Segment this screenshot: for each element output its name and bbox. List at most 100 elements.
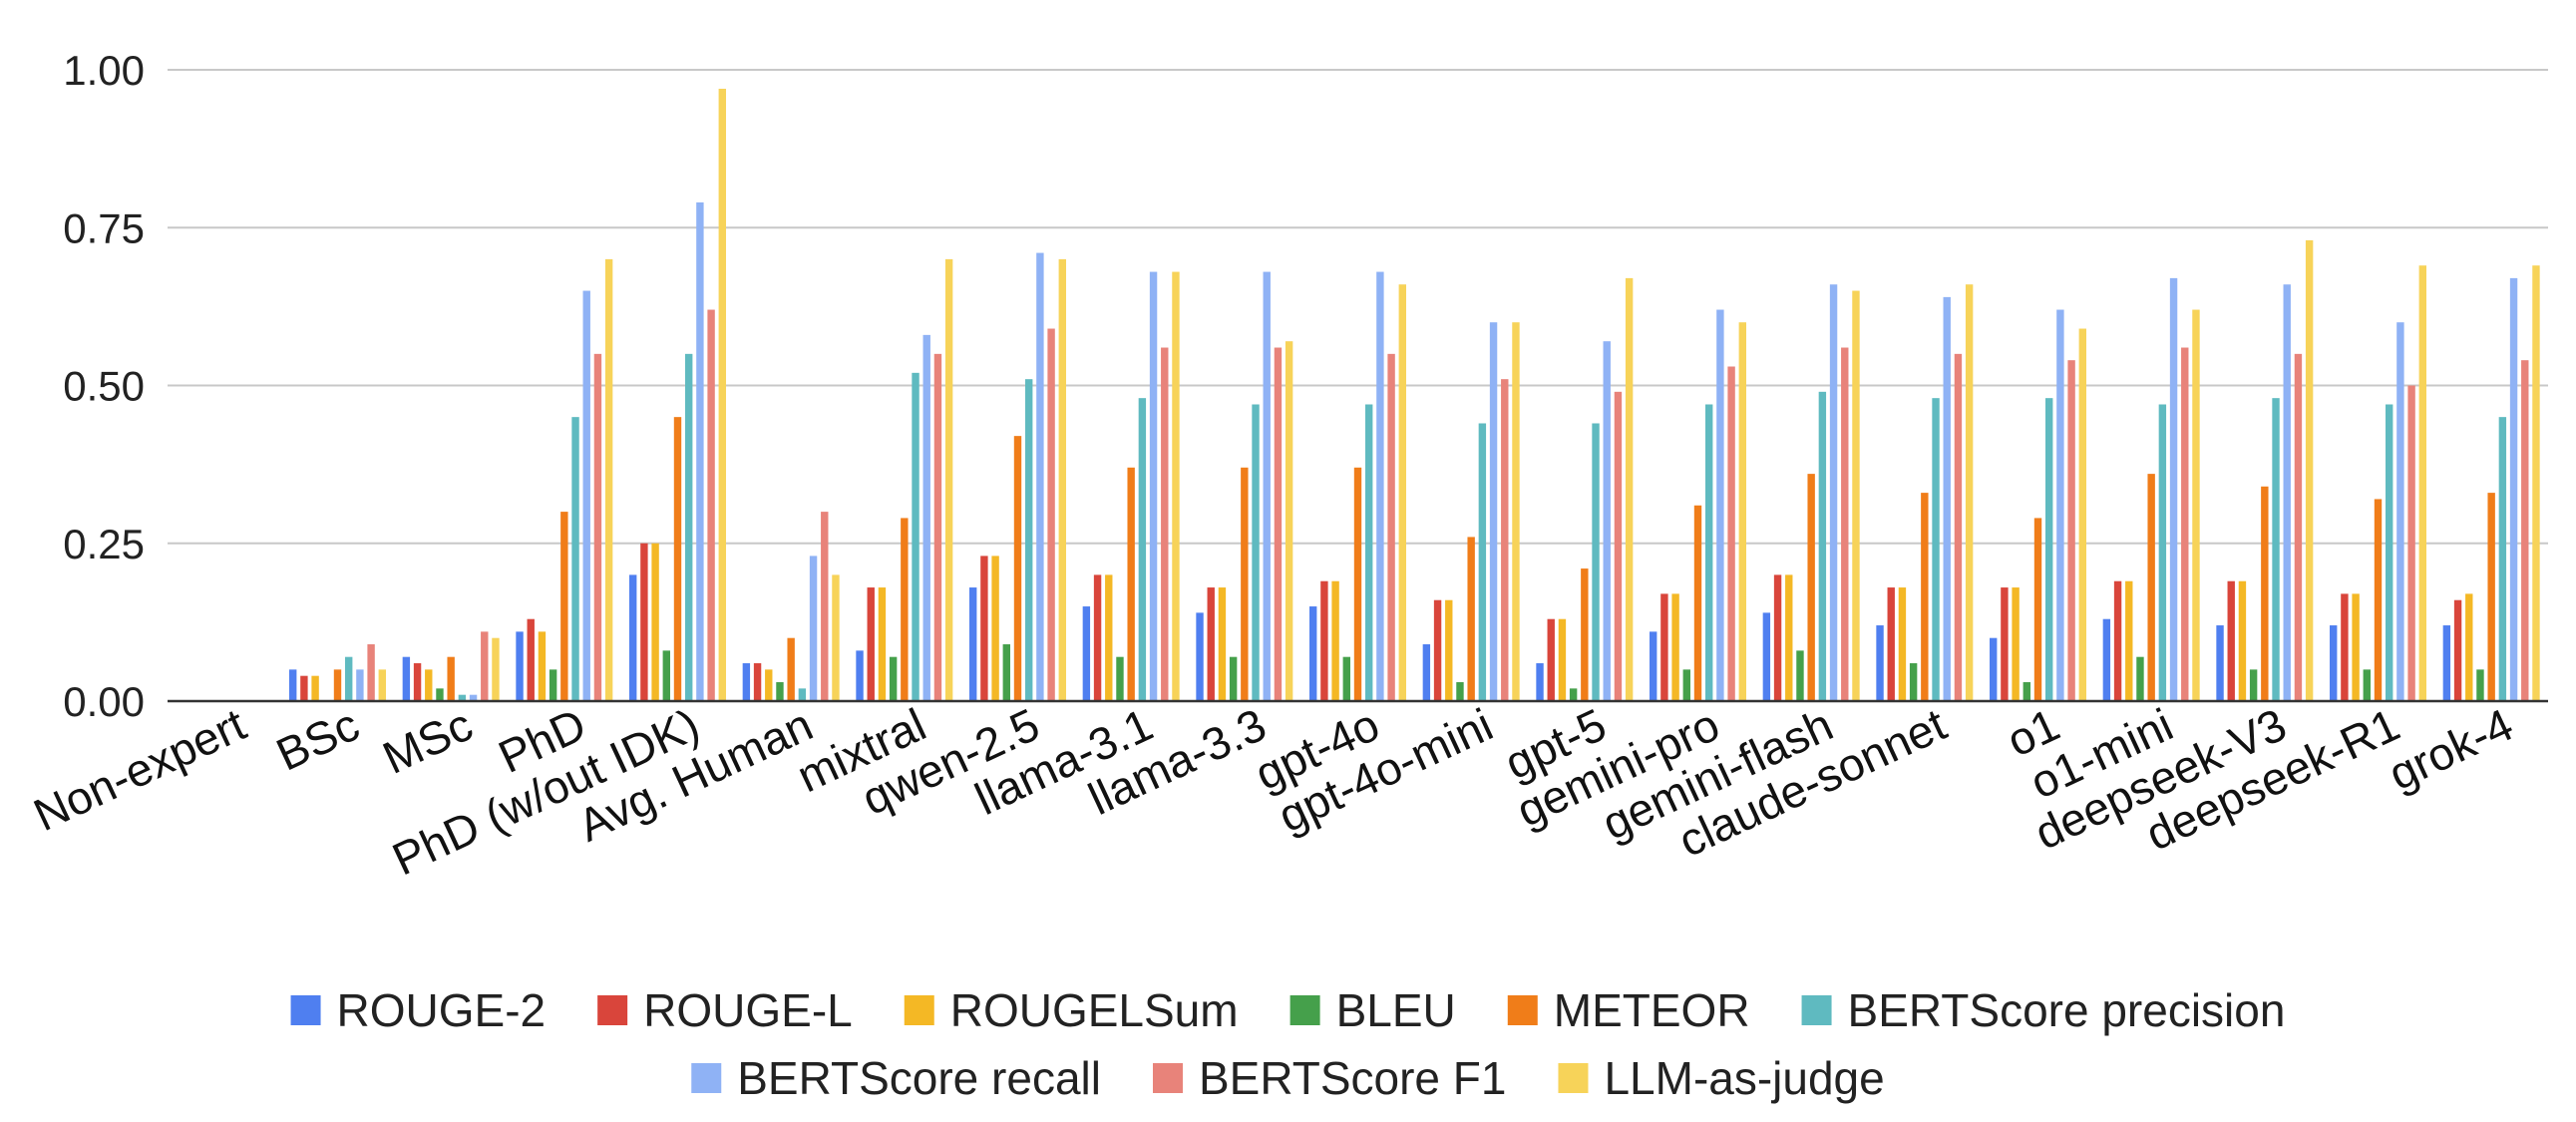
bar [991, 556, 999, 701]
x-tick-label: grok-4 [2381, 698, 2520, 800]
bar [765, 669, 773, 701]
bar [629, 574, 637, 701]
bar [571, 417, 579, 701]
bar [2261, 486, 2269, 701]
bar [2341, 593, 2349, 701]
legend-label: BERTScore precision [1848, 984, 2286, 1036]
bar [2001, 587, 2009, 701]
bar [367, 644, 375, 701]
bar [458, 694, 467, 701]
bar [1603, 341, 1611, 701]
bar [1693, 505, 1702, 701]
bar [2078, 328, 2086, 701]
bar [1990, 637, 1998, 701]
bar [1365, 404, 1373, 701]
bar [1762, 612, 1771, 701]
bar [2521, 360, 2529, 701]
bar [944, 258, 953, 701]
legend-item: METEOR [1507, 984, 1750, 1036]
bar [1650, 631, 1657, 701]
bar [1716, 309, 1724, 701]
bar [1932, 398, 1940, 701]
bar [1445, 599, 1453, 701]
bar [1705, 404, 1713, 701]
bar [2374, 499, 2383, 701]
bar [311, 675, 319, 701]
legend-item: BERTScore F1 [1152, 1052, 1506, 1104]
bar [1785, 574, 1793, 701]
bar [469, 694, 478, 701]
legend-label: ROUGE-L [643, 984, 853, 1036]
bar [2272, 398, 2280, 701]
bar [1614, 391, 1623, 701]
legend-item: BERTScore recall [691, 1052, 1101, 1104]
bar [2023, 682, 2030, 701]
bar [1058, 258, 1066, 701]
bar [1149, 271, 1158, 701]
bar [640, 543, 648, 701]
bar [1387, 353, 1395, 701]
bar [378, 669, 386, 701]
bar [2238, 580, 2247, 701]
legend-item: BLEU [1289, 984, 1456, 1036]
bar [2453, 599, 2462, 701]
bar [1036, 252, 1044, 701]
bar [2012, 587, 2020, 701]
legend-swatch [597, 995, 628, 1025]
bar [1796, 650, 1804, 701]
bar [1738, 322, 1746, 701]
bar [1727, 366, 1735, 701]
bar [2487, 493, 2495, 701]
bar [718, 88, 726, 702]
bar [481, 631, 489, 701]
y-tick-label: 0.75 [63, 204, 145, 251]
bar [856, 650, 864, 701]
bar [447, 656, 455, 701]
bar [2147, 474, 2155, 701]
x-tick-label: BSc [268, 698, 366, 781]
bar [2305, 239, 2314, 701]
bar [1274, 347, 1283, 701]
legend-label: BERTScore F1 [1199, 1052, 1506, 1104]
bar [787, 637, 795, 701]
bar [2181, 347, 2189, 701]
legend-swatch [1289, 995, 1320, 1025]
legend-swatch [1507, 995, 1538, 1025]
bar [2045, 398, 2053, 701]
bar [516, 631, 524, 701]
bar [1196, 612, 1204, 701]
bar [1172, 271, 1180, 701]
bar [2509, 277, 2518, 701]
bar [1876, 625, 1884, 701]
bar [707, 309, 715, 701]
bar [1841, 347, 1849, 701]
bar [1138, 398, 1147, 701]
bar [662, 650, 670, 701]
bar [1320, 580, 1328, 701]
bar [436, 688, 444, 701]
bar [1547, 618, 1555, 701]
bar [912, 372, 920, 701]
bar [2113, 580, 2122, 701]
bar [527, 618, 535, 701]
legend-item: ROUGE-2 [290, 984, 546, 1036]
legend-swatch [691, 1063, 722, 1093]
bar [798, 688, 807, 701]
bar [560, 512, 568, 701]
bar [1116, 656, 1124, 701]
bar [1921, 493, 1929, 701]
bar [2283, 284, 2291, 701]
bar [1093, 574, 1102, 701]
bar [1489, 322, 1498, 701]
bar [2465, 593, 2473, 701]
bar [1512, 322, 1520, 701]
bar [2169, 277, 2178, 701]
bar [2102, 618, 2111, 701]
bar [582, 290, 590, 701]
legend-swatch [1801, 995, 1832, 1025]
bar [980, 556, 988, 701]
bar [1376, 271, 1384, 701]
legend-label: METEOR [1554, 984, 1750, 1036]
legend-label: LLM-as-judge [1604, 1052, 1884, 1104]
bar [1898, 587, 1907, 701]
